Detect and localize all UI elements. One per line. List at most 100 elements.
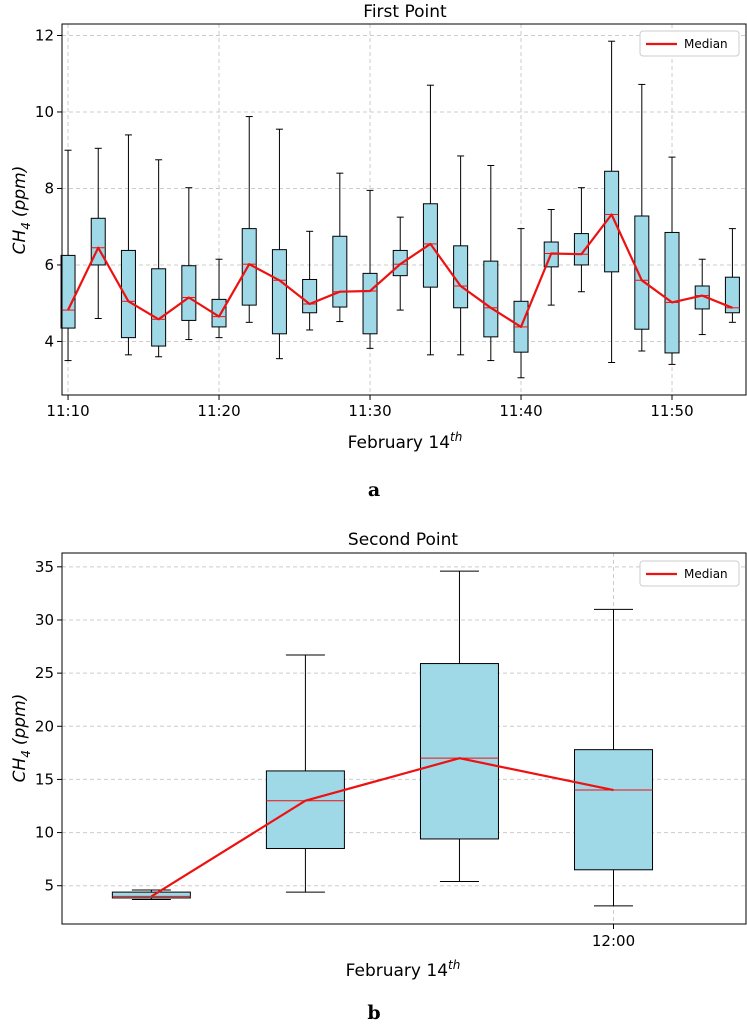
panel-label: b [367, 1002, 380, 1024]
y-axis-label-main: CH [10, 757, 30, 782]
y-axis-label: CH4 (ppm) [10, 694, 33, 783]
box-iqr [419, 663, 499, 840]
box [419, 570, 499, 882]
box [483, 165, 499, 362]
legend-label: Median [684, 567, 728, 581]
box [573, 187, 589, 293]
y-ticks: 5 10 15 20 25 30 35 [35, 558, 62, 895]
box [422, 84, 438, 356]
box [694, 258, 710, 336]
box [211, 258, 227, 339]
box-iqr [573, 233, 589, 266]
box-iqr [151, 268, 167, 347]
x-ticks: 11:10 11:20 11:30 11:40 11:50 [46, 395, 694, 420]
box-iqr [724, 276, 740, 314]
x-tick-label: 11:20 [197, 402, 240, 420]
box [111, 889, 191, 901]
y-tick-label: 10 [35, 103, 54, 121]
y-tick-label: 25 [35, 664, 54, 682]
plot-frame [61, 23, 747, 396]
x-axis-label-sup: th [448, 958, 460, 972]
box [453, 155, 469, 356]
y-axis-label: CH4 (ppm) [10, 166, 33, 255]
plot-frame [61, 552, 747, 925]
y-tick-label: 30 [35, 611, 54, 629]
box-iqr [664, 231, 680, 354]
x-ticks: 12:00 [592, 924, 635, 950]
y-tick-label: 6 [44, 256, 54, 274]
y-tick-label: 5 [44, 877, 54, 895]
box [151, 159, 167, 358]
y-axis-label-main: CH [10, 229, 30, 254]
y-tick-label: 10 [35, 824, 54, 842]
box-iqr [265, 770, 345, 850]
y-tick-label: 20 [35, 717, 54, 735]
legend-box [639, 30, 740, 57]
chart-title: Second Point [348, 530, 459, 550]
box [241, 116, 257, 323]
chart-title: First Point [363, 2, 447, 22]
box [302, 230, 318, 331]
y-axis-label-sub: 4 [19, 222, 33, 230]
box [664, 156, 680, 365]
box [362, 189, 378, 349]
box-iqr [302, 278, 318, 314]
y-ticks: 4 6 8 10 12 [35, 26, 62, 350]
box [543, 209, 559, 306]
box [181, 187, 197, 341]
box [332, 172, 348, 323]
box-iqr [634, 215, 650, 330]
box [60, 149, 76, 362]
chart-second-point: Second Point 5 10 15 20 25 30 35 12:00 Februar… [10, 530, 747, 1024]
x-axis-label-main: February 14 [346, 961, 448, 981]
box-iqr [271, 249, 287, 335]
y-tick-label: 15 [35, 770, 54, 788]
box-iqr [111, 891, 191, 899]
chart-first-point: First Point 4 6 8 10 12 11:10 11:20 11:30 11:40… [10, 2, 747, 501]
boxes [111, 570, 654, 907]
x-tick-label: 12:00 [592, 932, 635, 950]
box [265, 654, 345, 893]
legend-box [639, 560, 740, 587]
median-line [150, 757, 614, 898]
box-iqr [120, 249, 136, 339]
median-line [67, 213, 733, 328]
x-axis-label: February 14th [346, 958, 461, 981]
x-tick-label: 11:30 [348, 402, 391, 420]
box [271, 128, 287, 360]
x-tick-label: 11:10 [46, 402, 89, 420]
legend-label: Median [684, 37, 728, 51]
box-iqr [604, 170, 620, 273]
x-tick-label: 11:40 [499, 402, 542, 420]
y-tick-label: 35 [35, 558, 54, 576]
box [634, 83, 650, 352]
box-iqr [332, 235, 348, 308]
legend: Median [639, 30, 740, 57]
box-iqr [362, 272, 378, 335]
median-line-layer [67, 213, 733, 328]
legend: Median [639, 560, 740, 587]
box-iqr [483, 260, 499, 338]
panel-label: a [368, 479, 380, 501]
box-iqr [453, 245, 469, 309]
box [724, 228, 740, 323]
y-tick-label: 8 [44, 179, 54, 197]
box [604, 40, 620, 363]
y-axis-label-sub: 4 [19, 750, 33, 758]
y-axis-label-unit: (ppm) [10, 166, 30, 217]
box [513, 228, 529, 379]
box-iqr [60, 254, 76, 329]
y-tick-label: 4 [44, 332, 54, 350]
box-iqr [181, 265, 197, 321]
median-line-layer [150, 757, 614, 898]
box-iqr [574, 749, 654, 871]
y-tick-label: 12 [35, 26, 54, 44]
y-axis-label-unit: (ppm) [10, 694, 30, 745]
boxes [60, 40, 740, 379]
box [120, 134, 136, 356]
x-axis-label-main: February 14 [348, 433, 450, 453]
x-axis-label-sup: th [450, 430, 462, 444]
box [574, 608, 654, 907]
box [90, 147, 106, 320]
